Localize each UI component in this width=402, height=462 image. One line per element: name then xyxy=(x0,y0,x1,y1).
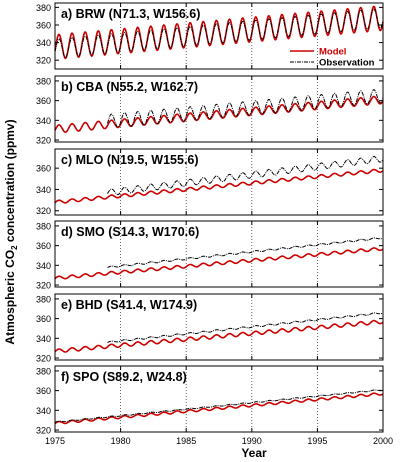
y-tick-label: 340 xyxy=(36,334,51,344)
y-tick-label: 320 xyxy=(36,426,51,436)
panel: 320 340 360 380 d) SMO (S14.3, W170.6) xyxy=(36,220,384,291)
legend-model-label: Model xyxy=(319,47,346,58)
observation-series-line xyxy=(54,389,384,423)
panel-title: c) MLO (N19.5, W155.6) xyxy=(61,153,199,167)
panel-frame xyxy=(54,365,384,433)
panel: 320 340 360 c) MLO (N19.5, W155.6) xyxy=(36,148,384,216)
y-tick-label: 340 xyxy=(36,38,51,48)
x-tick-label: 1980 xyxy=(111,436,131,446)
y-tick-label: 320 xyxy=(36,281,51,291)
model-series-line xyxy=(54,95,384,134)
y-tick-label: 380 xyxy=(36,76,51,86)
y-tick-label: 360 xyxy=(36,96,51,106)
y-tick-label: 360 xyxy=(36,164,51,174)
panel: 320 340 360 380 1975 1980 1985 1990 1995 2000 f) S… xyxy=(36,365,393,446)
x-axis-label: Year xyxy=(241,446,267,460)
y-tick-label: 380 xyxy=(36,294,51,304)
y-tick-label: 340 xyxy=(36,116,51,126)
panel-title: f) SPO (S89.2, W24.8) xyxy=(61,370,187,384)
y-tick-label: 380 xyxy=(36,221,51,231)
panel-frame xyxy=(54,2,384,70)
y-tick-label: 360 xyxy=(36,386,51,396)
y-axis-label: Atmospheric CO2 concentration (ppmv) xyxy=(3,119,19,344)
x-tick-label: 1995 xyxy=(307,436,327,446)
y-tick-label: 340 xyxy=(36,406,51,416)
observation-series-line xyxy=(107,312,384,343)
y-tick-label: 360 xyxy=(36,314,51,324)
panel: 320 340 360 380 b) CBA (N55.2, W162.7) xyxy=(36,75,384,146)
observation-series-line xyxy=(107,156,384,196)
model-series-line xyxy=(54,392,384,425)
y-tick-label: 380 xyxy=(36,366,51,376)
panel-title: b) CBA (N55.2, W162.7) xyxy=(61,80,198,94)
model-series-line xyxy=(54,247,384,280)
x-tick-label: 1990 xyxy=(242,436,262,446)
panel-frame xyxy=(54,220,384,288)
x-tick-label: 1985 xyxy=(176,436,196,446)
model-series-line xyxy=(54,319,384,353)
y-tick-label: 320 xyxy=(36,56,51,66)
y-tick-label: 380 xyxy=(36,3,51,13)
panel-title: d) SMO (S14.3, W170.6) xyxy=(61,225,199,239)
panel-frame xyxy=(54,75,384,143)
y-tick-label: 320 xyxy=(36,206,51,216)
panel-frame xyxy=(54,293,384,361)
y-tick-label: 340 xyxy=(36,261,51,271)
y-tick-label: 360 xyxy=(36,241,51,251)
x-tick-label: 1975 xyxy=(45,436,65,446)
panel: 320 340 360 380 a) BRW (N71.3, W156.6) ModelO… xyxy=(36,2,384,70)
observation-series-line xyxy=(54,8,384,59)
y-tick-label: 340 xyxy=(36,185,51,195)
panel-title: a) BRW (N71.3, W156.6) xyxy=(61,7,200,21)
panel-title: e) BHD (S41.4, W174.9) xyxy=(61,298,197,312)
y-tick-label: 320 xyxy=(36,354,51,364)
panel: 320 340 360 380 e) BHD (S41.4, W174.9) xyxy=(36,293,384,364)
legend-observation-label: Observation xyxy=(319,58,375,69)
y-tick-label: 320 xyxy=(36,136,51,146)
observation-series-line xyxy=(107,89,384,128)
model-series-line xyxy=(54,168,384,204)
panels: 320 340 360 380 a) BRW (N71.3, W156.6) ModelO… xyxy=(36,2,393,446)
x-tick-label: 2000 xyxy=(373,436,393,446)
observation-series-line xyxy=(107,237,384,268)
y-tick-label: 360 xyxy=(36,21,51,31)
panel-frame xyxy=(54,148,384,216)
